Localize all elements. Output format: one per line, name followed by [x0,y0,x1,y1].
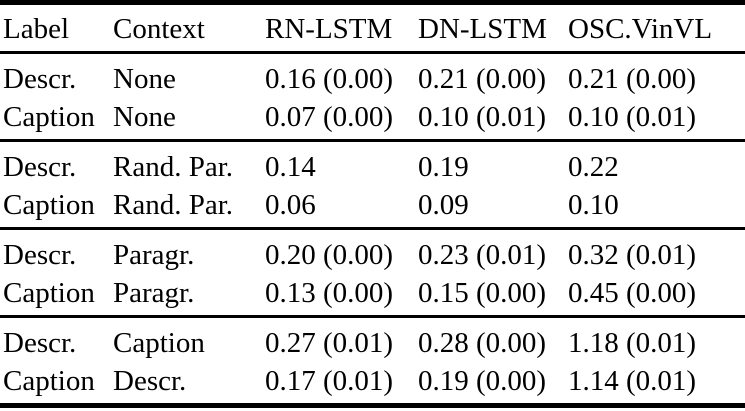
cell-value: 0.06 [265,189,316,221]
table-row: Caption Descr. 0.17 (0.01) 0.19 (0.00) 1… [0,362,745,406]
row-group-rand-par: Descr. Rand. Par. 0.14 0.19 0.22 Caption… [0,141,745,229]
cell-label: Caption [3,365,95,397]
cell-context: Caption [113,327,205,359]
cell-label: Descr. [3,239,77,271]
cell-label: Descr. [3,151,77,183]
cell-value: 0.17 (0.01) [265,365,394,397]
cell-value: 0.21 (0.00) [418,63,547,95]
header-cell-label: Label [0,2,113,54]
cell-value: 0.32 (0.01) [568,239,697,271]
cell-value: 0.21 (0.00) [568,63,697,95]
row-group-caption-descr: Descr. Caption 0.27 (0.01) 0.28 (0.00) 1… [0,317,745,406]
header-cell-rn-lstm: RN-LSTM [265,2,418,54]
cell-value: 0.27 (0.01) [265,327,394,359]
cell-value: 0.28 (0.00) [418,327,547,359]
cell-value: 0.19 [418,151,469,183]
cell-value: 0.07 (0.00) [265,101,394,133]
table-row: Descr. None 0.16 (0.00) 0.21 (0.00) 0.21… [0,53,745,99]
cell-value: 0.10 (0.01) [418,101,547,133]
header-row: Label Context RN-LSTM DN-LSTM OSC.VinVL [0,2,745,54]
cell-value: 1.14 (0.01) [568,365,697,397]
cell-context: Descr. [113,365,187,397]
cell-value: 0.14 [265,151,316,183]
cell-value: 0.16 (0.00) [265,63,394,95]
cell-context: Rand. Par. [113,189,234,221]
row-group-paragr: Descr. Paragr. 0.20 (0.00) 0.23 (0.01) 0… [0,229,745,317]
header-cell-context: Context [113,2,265,54]
cell-label: Caption [3,101,95,133]
table-row: Caption None 0.07 (0.00) 0.10 (0.01) 0.1… [0,98,745,141]
cell-label: Descr. [3,327,77,359]
cell-label: Caption [3,277,95,309]
cell-context: None [113,101,176,133]
table-row: Descr. Paragr. 0.20 (0.00) 0.23 (0.01) 0… [0,229,745,275]
cell-value: 0.10 [568,189,619,221]
cell-label: Descr. [3,63,77,95]
cell-value: 0.45 (0.00) [568,277,697,309]
cell-value: 1.18 (0.01) [568,327,697,359]
cell-value: 0.22 [568,151,619,183]
table-row: Descr. Caption 0.27 (0.01) 0.28 (0.00) 1… [0,317,745,363]
header-cell-osc-vinvl: OSC.VinVL [568,2,745,54]
header-cell-dn-lstm: DN-LSTM [418,2,568,54]
cell-value: 0.13 (0.00) [265,277,394,309]
table-row: Caption Paragr. 0.13 (0.00) 0.15 (0.00) … [0,274,745,317]
cell-value: 0.09 [418,189,469,221]
cell-label: Caption [3,189,95,221]
cell-context: None [113,63,176,95]
cell-value: 0.19 (0.00) [418,365,547,397]
cell-value: 0.15 (0.00) [418,277,547,309]
cell-value: 0.10 (0.01) [568,101,697,133]
row-group-none: Descr. None 0.16 (0.00) 0.21 (0.00) 0.21… [0,53,745,141]
cell-context: Paragr. [113,239,195,271]
table-header: Label Context RN-LSTM DN-LSTM OSC.VinVL [0,2,745,54]
table-row: Descr. Rand. Par. 0.14 0.19 0.22 [0,141,745,187]
cell-value: 0.20 (0.00) [265,239,394,271]
cell-context: Rand. Par. [113,151,234,183]
cell-value: 0.23 (0.01) [418,239,547,271]
table-row: Caption Rand. Par. 0.06 0.09 0.10 [0,186,745,229]
cell-context: Paragr. [113,277,195,309]
